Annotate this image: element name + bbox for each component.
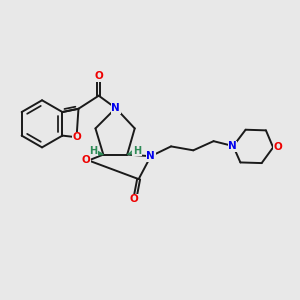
Text: O: O (129, 194, 138, 204)
Text: N: N (111, 103, 120, 113)
Text: O: O (72, 132, 81, 142)
Text: O: O (82, 155, 90, 166)
Text: H: H (89, 146, 98, 156)
Text: O: O (273, 142, 282, 152)
Polygon shape (96, 151, 103, 155)
Text: H: H (133, 146, 141, 156)
Text: N: N (146, 151, 155, 161)
Text: O: O (94, 71, 103, 81)
Text: N: N (228, 141, 237, 151)
